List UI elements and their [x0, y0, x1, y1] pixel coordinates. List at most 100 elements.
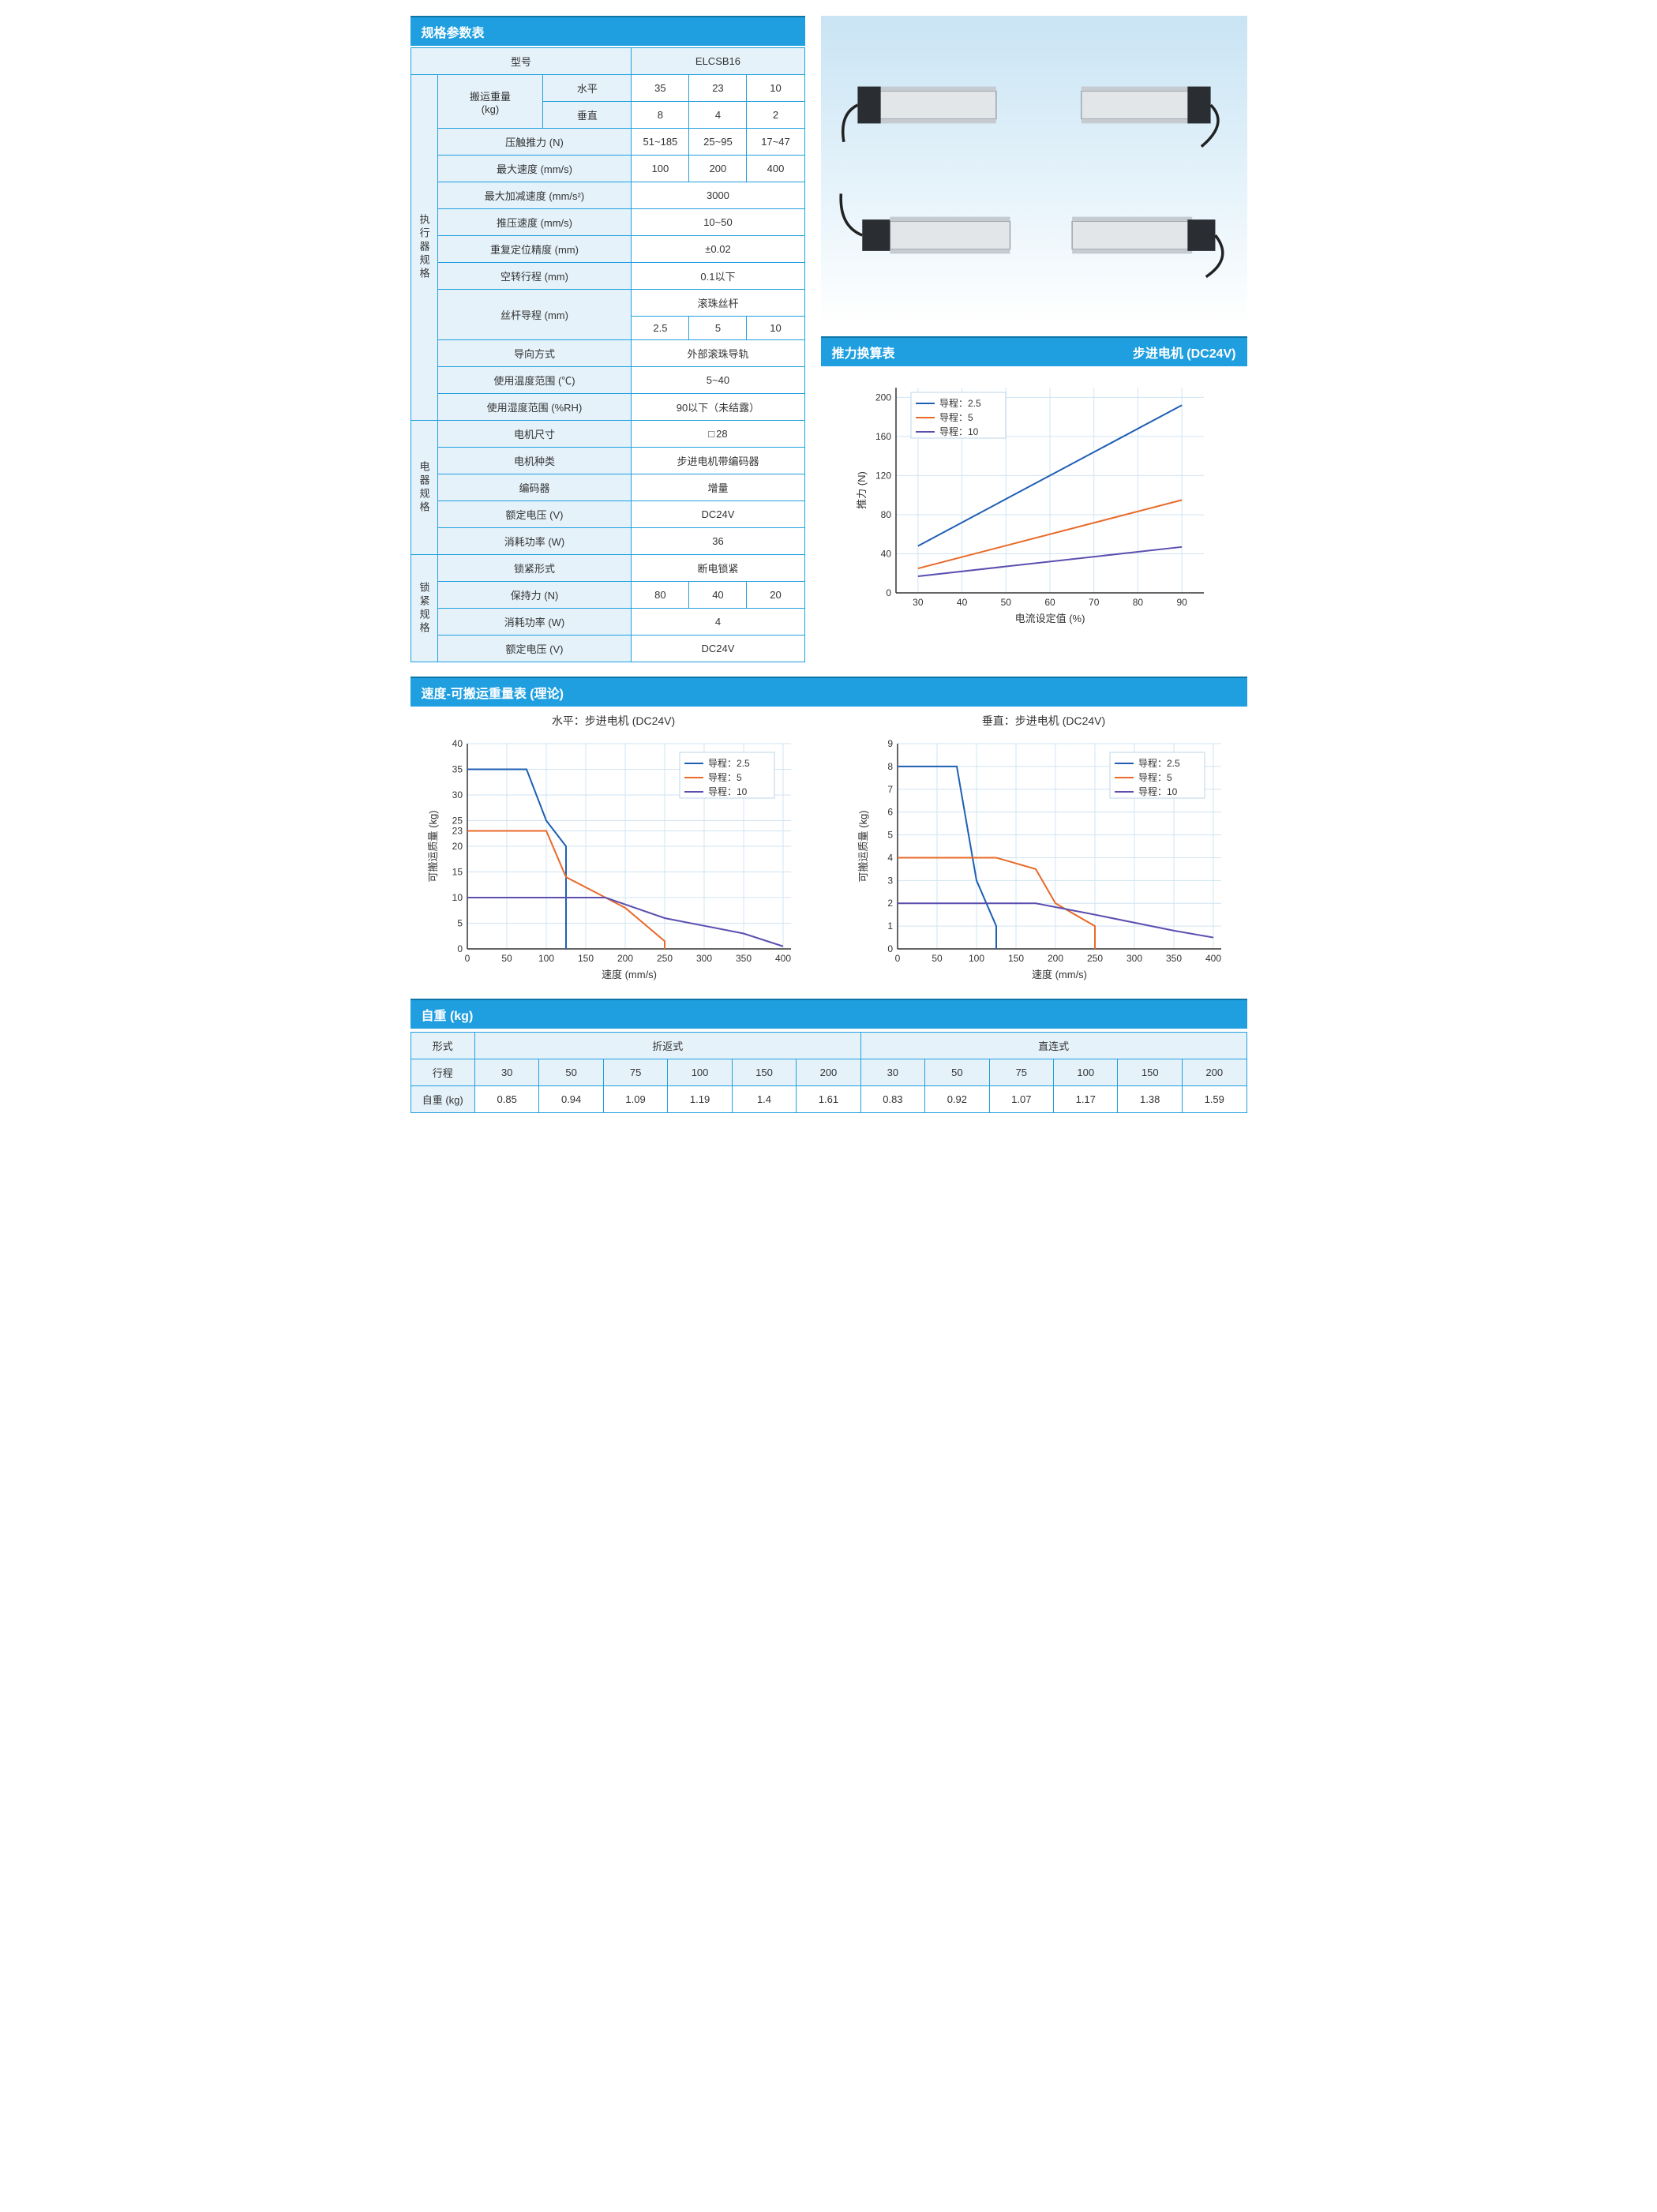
svg-text:300: 300: [1127, 953, 1142, 964]
direct-1: 0.92: [925, 1086, 989, 1113]
actuator-icon: [1044, 50, 1229, 160]
svg-text:可搬运质量 (kg): 可搬运质量 (kg): [427, 810, 439, 882]
lv0: 2.5: [632, 317, 689, 340]
svg-text:导程：2.5: 导程：2.5: [939, 397, 981, 409]
svg-text:50: 50: [1000, 597, 1011, 608]
stroke2-0: 30: [860, 1059, 924, 1086]
hf0: 80: [632, 582, 689, 609]
svg-text:5: 5: [457, 918, 463, 929]
idle-stroke-value: 0.1以下: [632, 263, 804, 290]
max-speed-label: 最大速度 (mm/s): [437, 156, 632, 182]
stroke-5: 200: [797, 1059, 860, 1086]
repeat-pos-label: 重复定位精度 (mm): [437, 236, 632, 263]
svg-text:300: 300: [696, 953, 712, 964]
lock-type-value: 断电锁紧: [632, 555, 804, 582]
horizontal-chart: 0501001502002503003504000510152023253035…: [424, 732, 803, 984]
stroke2-1: 50: [925, 1059, 989, 1086]
push-speed-label: 推压速度 (mm/s): [437, 209, 632, 236]
svg-text:0: 0: [457, 943, 463, 954]
svg-text:23: 23: [452, 826, 463, 837]
motor-type-label: 电机种类: [437, 448, 632, 474]
carry-weight-label: 搬运重量 (kg): [437, 75, 543, 129]
svg-text:40: 40: [880, 548, 891, 559]
model-value: ELCSB16: [632, 48, 804, 75]
form-label: 形式: [411, 1033, 474, 1059]
temp-range-value: 5~40: [632, 367, 804, 394]
lead-label: 丝杆导程 (mm): [437, 290, 632, 340]
svg-text:90: 90: [1176, 597, 1187, 608]
svg-text:350: 350: [736, 953, 752, 964]
svg-text:250: 250: [657, 953, 673, 964]
group-lock: 锁紧规格: [411, 555, 437, 662]
horiz-chart-title: 水平：步进电机 (DC24V): [424, 713, 803, 729]
actuator-icon: [839, 180, 1024, 291]
fold-label: 折返式: [474, 1033, 860, 1059]
svg-text:100: 100: [969, 953, 984, 964]
hv2: 10: [747, 75, 804, 102]
pt2: 17~47: [747, 129, 804, 156]
svg-text:15: 15: [452, 867, 463, 878]
svg-text:100: 100: [538, 953, 554, 964]
power-label: 消耗功率 (W): [437, 528, 632, 555]
thrust-chart: 3040506070809004080120160200电流设定值 (%)推力 …: [853, 376, 1216, 628]
direct-4: 1.38: [1118, 1086, 1182, 1113]
svg-text:200: 200: [1048, 953, 1063, 964]
fold-5: 1.61: [797, 1086, 860, 1113]
press-thrust-label: 压触推力 (N): [437, 129, 632, 156]
svg-text:25: 25: [452, 815, 463, 827]
pt0: 51~185: [632, 129, 689, 156]
svg-text:150: 150: [578, 953, 594, 964]
svg-text:速度 (mm/s): 速度 (mm/s): [602, 969, 657, 980]
vv1: 4: [689, 102, 747, 129]
direct-3: 1.17: [1054, 1086, 1118, 1113]
svg-text:0: 0: [895, 953, 901, 964]
hold-force-label: 保持力 (N): [437, 582, 632, 609]
svg-text:200: 200: [875, 392, 890, 403]
svg-text:60: 60: [1044, 597, 1055, 608]
svg-text:导程：5: 导程：5: [1138, 771, 1172, 783]
svg-text:3: 3: [887, 875, 893, 886]
svg-text:6: 6: [887, 807, 893, 818]
svg-text:40: 40: [452, 738, 463, 749]
svg-text:350: 350: [1166, 953, 1182, 964]
hf2: 20: [747, 582, 804, 609]
svg-text:5: 5: [887, 830, 893, 841]
svg-text:40: 40: [956, 597, 967, 608]
svg-text:80: 80: [1132, 597, 1143, 608]
svg-text:可搬运质量 (kg): 可搬运质量 (kg): [857, 810, 869, 882]
lock-power-value: 4: [632, 609, 804, 635]
stroke-4: 150: [732, 1059, 796, 1086]
svg-text:50: 50: [501, 953, 512, 964]
humidity-range-value: 90以下（未结露）: [632, 394, 804, 421]
svg-text:160: 160: [875, 431, 890, 442]
lead-sub: 滚珠丝杆: [632, 290, 804, 317]
svg-text:导程：2.5: 导程：2.5: [1138, 757, 1180, 769]
stroke-label: 行程: [411, 1059, 474, 1086]
svg-text:200: 200: [617, 953, 633, 964]
svg-text:导程：10: 导程：10: [1138, 785, 1178, 797]
svg-text:250: 250: [1087, 953, 1103, 964]
vv0: 8: [632, 102, 689, 129]
svg-text:10: 10: [452, 892, 463, 903]
product-image-area: [821, 16, 1247, 324]
vertical-chart: 0501001502002503003504000123456789速度 (mm…: [854, 732, 1233, 984]
svg-text:2: 2: [887, 898, 893, 909]
svg-text:400: 400: [1205, 953, 1221, 964]
speed-weight-header: 速度-可搬运重量表 (理论): [411, 677, 1247, 707]
group-electric: 电器规格: [411, 421, 437, 555]
svg-text:0: 0: [887, 943, 893, 954]
spec-table: 型号 ELCSB16 执行器规格 搬运重量 (kg) 水平 35 23 10 垂…: [411, 47, 805, 662]
fold-4: 1.4: [732, 1086, 796, 1113]
guide-method-value: 外部滚珠导轨: [632, 340, 804, 367]
fold-1: 0.94: [539, 1086, 603, 1113]
lock-voltage-value: DC24V: [632, 635, 804, 662]
hv1: 23: [689, 75, 747, 102]
actuator-icon: [839, 50, 1024, 160]
spec-header: 规格参数表: [411, 16, 805, 46]
svg-text:30: 30: [452, 789, 463, 800]
push-speed-value: 10~50: [632, 209, 804, 236]
lock-type-label: 锁紧形式: [437, 555, 632, 582]
lv1: 5: [689, 317, 747, 340]
power-value: 36: [632, 528, 804, 555]
weight-table: 形式折返式直连式行程305075100150200305075100150200…: [411, 1032, 1247, 1113]
